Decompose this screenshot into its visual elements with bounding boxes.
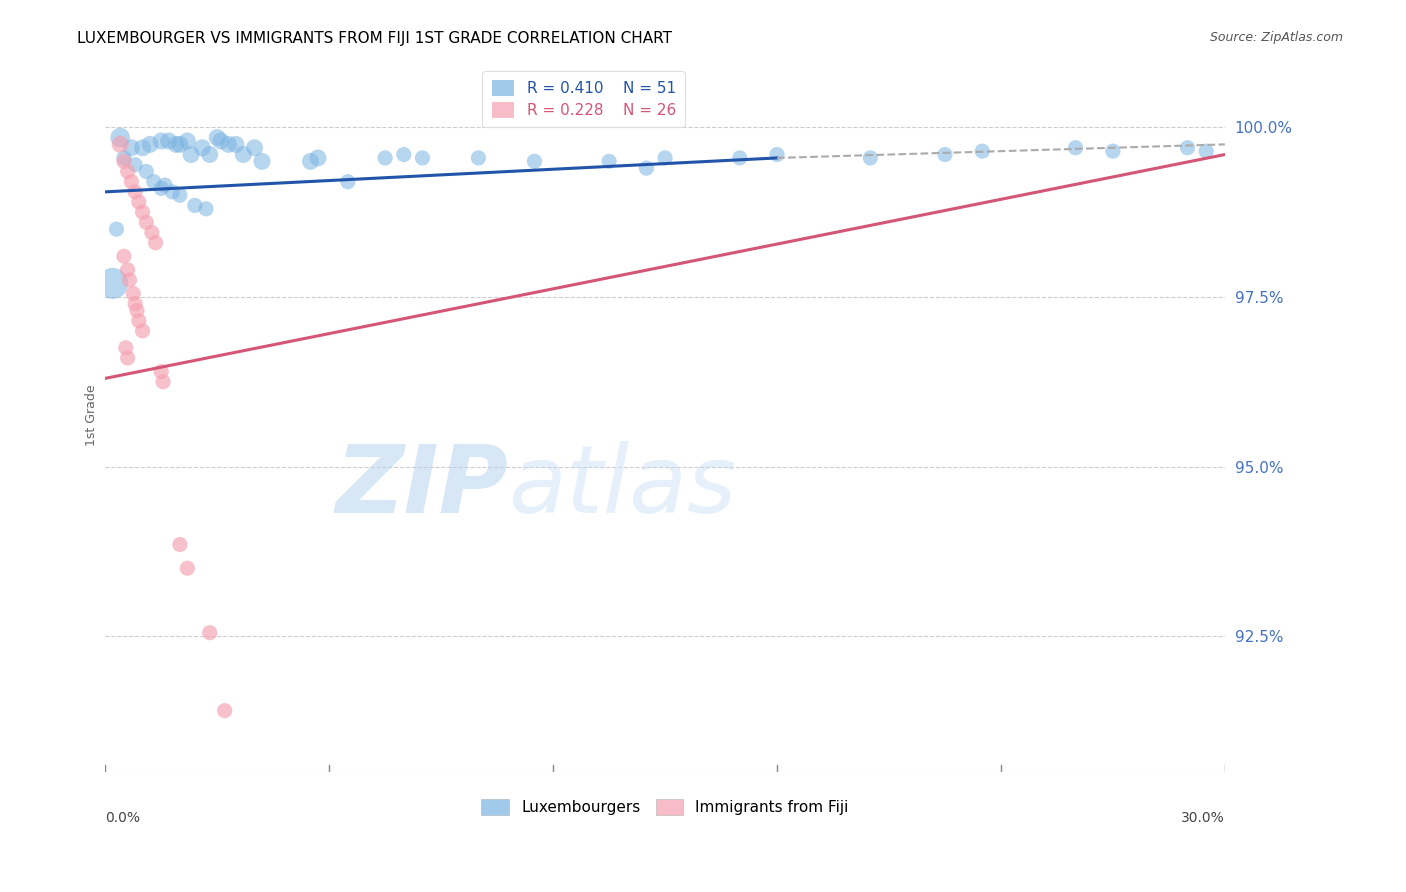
Point [112,154,135,169]
Point [250,154,273,169]
Point [184,198,207,212]
Point [392,147,415,161]
Point [169,188,191,202]
Point [128,314,150,328]
Text: 30.0%: 30.0% [1181,811,1225,825]
Point [198,147,221,161]
Point [150,181,173,195]
Point [1195,144,1218,158]
Point [152,375,174,389]
Point [157,134,180,148]
Point [176,134,198,148]
Point [180,147,202,161]
Point [859,151,882,165]
Text: atlas: atlas [509,442,737,533]
Point [232,147,254,161]
Point [142,175,165,189]
Point [117,263,139,277]
Point [467,151,489,165]
Point [120,141,142,155]
Point [225,137,247,152]
Point [112,249,135,263]
Point [114,341,136,355]
Point [108,130,131,145]
Point [191,141,214,155]
Point [165,137,187,152]
Point [101,277,124,291]
Point [336,175,359,189]
Point [195,202,218,216]
Point [150,134,173,148]
Point [117,164,139,178]
Text: ZIP: ZIP [336,441,509,533]
Text: 0.0%: 0.0% [105,811,141,825]
Point [112,151,135,165]
Point [108,137,131,152]
Point [972,144,994,158]
Point [198,625,221,640]
Point [654,151,676,165]
Text: LUXEMBOURGER VS IMMIGRANTS FROM FIJI 1ST GRADE CORRELATION CHART: LUXEMBOURGER VS IMMIGRANTS FROM FIJI 1ST… [77,31,672,46]
Point [374,151,396,165]
Point [153,178,176,192]
Point [118,273,141,287]
Point [131,324,153,338]
Point [124,158,146,172]
Point [135,215,157,229]
Point [766,147,789,161]
Point [169,537,191,551]
Point [1102,144,1125,158]
Point [243,141,266,155]
Point [176,561,198,575]
Point [169,137,191,152]
Point [523,154,546,169]
Y-axis label: 1st Grade: 1st Grade [86,384,98,447]
Point [124,185,146,199]
Point [307,151,329,165]
Point [205,130,228,145]
Point [209,134,232,148]
Point [139,137,162,152]
Point [120,175,142,189]
Point [598,154,620,169]
Point [1177,141,1199,155]
Point [117,351,139,365]
Point [135,164,157,178]
Point [217,137,239,152]
Point [131,205,153,219]
Point [131,141,153,155]
Point [105,222,128,236]
Point [1064,141,1087,155]
Point [145,235,167,250]
Point [299,154,322,169]
Point [214,704,236,718]
Point [122,286,145,301]
Legend: Luxembourgers, Immigrants from Fiji: Luxembourgers, Immigrants from Fiji [475,793,855,821]
Point [150,365,173,379]
Point [728,151,751,165]
Point [124,297,146,311]
Point [636,161,658,175]
Point [411,151,433,165]
Point [128,194,150,209]
Text: Source: ZipAtlas.com: Source: ZipAtlas.com [1209,31,1343,45]
Point [125,303,148,318]
Point [141,226,163,240]
Point [162,185,184,199]
Point [934,147,956,161]
